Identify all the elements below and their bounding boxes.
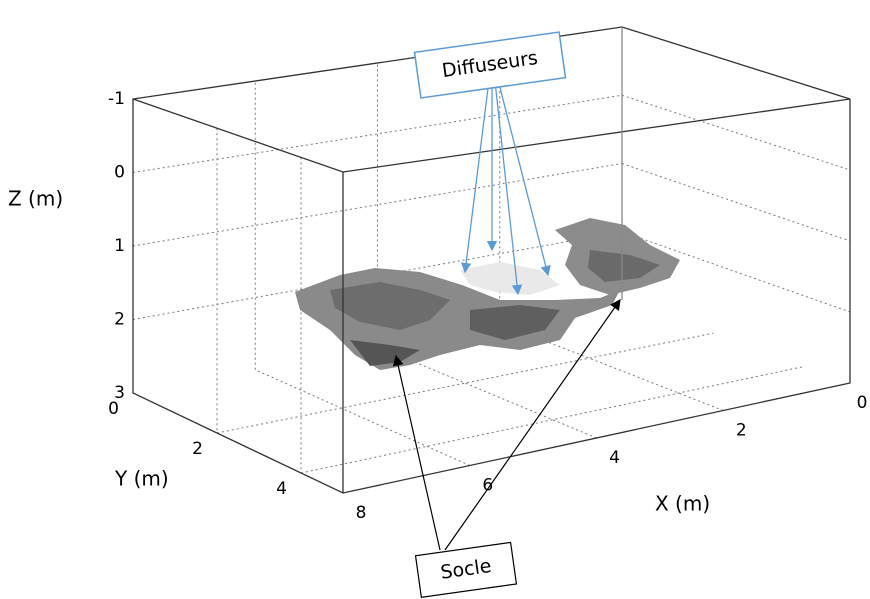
- y-tick-label: 0: [108, 399, 119, 419]
- grid-line: [300, 365, 805, 474]
- grid-line: [621, 94, 851, 171]
- arrows: [392, 71, 621, 551]
- box: [132, 26, 851, 494]
- x-tick-label: 8: [356, 503, 367, 523]
- z-axis-label: Z (m): [8, 187, 63, 211]
- x-tick-label: 6: [482, 476, 493, 496]
- x-axis-label: X (m): [655, 492, 710, 516]
- socle-callout: Socle: [414, 541, 518, 599]
- point-cloud: [295, 218, 680, 370]
- z-tick-label: 1: [114, 236, 125, 256]
- grid-line: [621, 231, 851, 313]
- grid-line: [255, 369, 470, 466]
- x-tick-label: 0: [857, 393, 868, 413]
- y-tick-label: 4: [276, 479, 287, 499]
- x-tick-label: 4: [609, 448, 620, 468]
- x-tick-label: 2: [736, 421, 747, 441]
- z-tick-label: 0: [114, 163, 125, 183]
- z-tick-label: 2: [114, 310, 125, 330]
- z-tick-label: -1: [108, 89, 125, 109]
- y-tick-label: 2: [192, 439, 203, 459]
- z-tick-label: 3: [114, 383, 125, 403]
- grid-line: [216, 332, 714, 434]
- diffuseurs-callout: Diffuseurs: [413, 31, 567, 99]
- grid-line: [621, 163, 851, 242]
- y-axis-label: Y (m): [114, 467, 169, 491]
